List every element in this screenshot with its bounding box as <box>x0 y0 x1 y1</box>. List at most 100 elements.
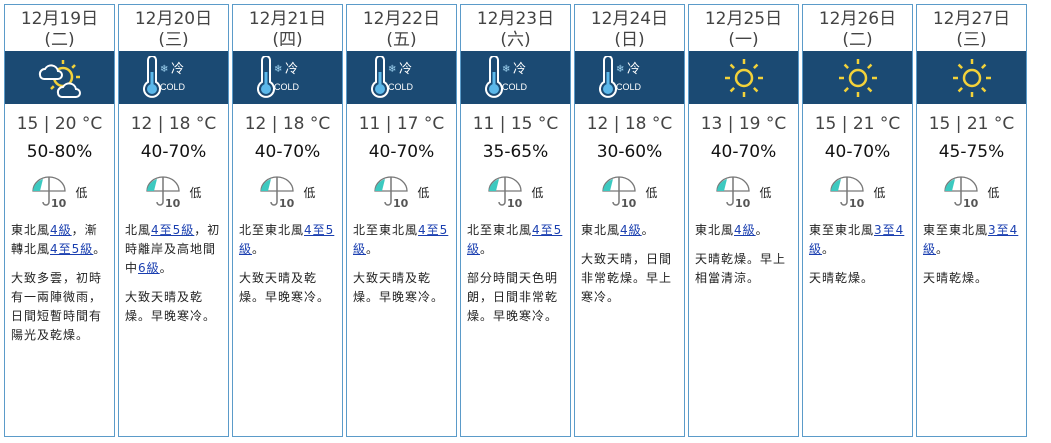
rain-probability: 10 低 <box>119 174 228 211</box>
umbrella-icon: 10 <box>487 174 527 211</box>
weekday-label: (六) <box>500 30 531 50</box>
wind-force-link[interactable]: 3至4級 <box>923 223 1019 256</box>
wind-force-link[interactable]: 4級 <box>734 223 756 237</box>
wind-force-link[interactable]: 4至5級 <box>151 223 195 237</box>
temperature-range: 15 | 21 °C <box>928 114 1015 134</box>
svg-text:10: 10 <box>165 197 181 208</box>
svg-text:10: 10 <box>393 197 409 208</box>
wind-forecast: 東北風4級。 <box>689 221 798 240</box>
temperature-range: 15 | 20 °C <box>16 114 103 134</box>
rain-probability: 10 低 <box>917 174 1026 211</box>
svg-text:10: 10 <box>735 197 751 208</box>
svg-text:❄: ❄ <box>388 64 396 75</box>
weekday-label: (二) <box>44 30 75 50</box>
date-label: 12月24日 <box>590 9 669 29</box>
date-label: 12月21日 <box>248 9 327 29</box>
humidity-range: 35-65% <box>482 142 549 162</box>
weather-description: 大致天晴及乾燥。早晚寒冷。 <box>239 271 331 304</box>
wind-text: 。 <box>159 261 173 275</box>
weather-description: 大致天晴及乾燥。早晚寒冷。 <box>125 290 217 323</box>
wind-text: 。 <box>252 242 266 256</box>
cold-icon: ❄ 冷 COLD <box>461 51 570 104</box>
psr-level: 低 <box>417 186 430 200</box>
humidity-range: 45-75% <box>938 142 1005 162</box>
weather-description: 大致天晴，日間非常乾燥。早上寒冷。 <box>581 252 673 304</box>
wind-text: 東至東北風 <box>923 223 989 237</box>
wind-force-link[interactable]: 6級 <box>138 261 160 275</box>
wind-forecast: 北至東北風4至5級。 <box>233 221 342 259</box>
svg-text:10: 10 <box>621 197 637 208</box>
forecast-date: 12月21日 (四) <box>233 5 342 51</box>
cold-icon: ❄ 冷 COLD <box>347 51 456 104</box>
day-forecast: 12月21日 (四) ❄ 冷 COLD 12 | 18 °C 40-70% 10 低 北… <box>232 4 343 437</box>
humidity-range: 40-70% <box>254 142 321 162</box>
wind-text: 。 <box>822 242 836 256</box>
day-forecast: 12月22日 (五) ❄ 冷 COLD 11 | 17 °C 40-70% 10 低 北… <box>346 4 457 437</box>
wind-text: 。 <box>93 242 107 256</box>
humidity-range: 50-80% <box>26 142 93 162</box>
temperature-range: 15 | 21 °C <box>814 114 901 134</box>
forecast-strip: 12月19日 (二) 15 | 20 °C 50-80% 10 低 東北風4級，漸轉… <box>4 4 1027 437</box>
umbrella-icon: 10 <box>943 174 983 211</box>
weather-description: 天晴乾燥。 <box>923 271 989 285</box>
temperature-range: 12 | 18 °C <box>586 114 673 134</box>
cold-icon: ❄ 冷 COLD <box>575 51 684 104</box>
rain-probability: 10 低 <box>347 174 456 211</box>
wind-force-link[interactable]: 4至5級 <box>239 223 335 256</box>
cold-icon: ❄ 冷 COLD <box>119 51 228 104</box>
psr-level: 低 <box>303 186 316 200</box>
wind-text: 。 <box>641 223 655 237</box>
day-forecast: 12月20日 (三) ❄ 冷 COLD 12 | 18 °C 40-70% 10 低 北… <box>118 4 229 437</box>
wind-forecast: 北風4至5級，初時離岸及高地間中6級。 <box>119 221 228 278</box>
wind-force-link[interactable]: 4級 <box>620 223 642 237</box>
wind-forecast: 東至東北風3至4級。 <box>803 221 912 259</box>
day-forecast: 12月25日 (一) 13 | 19 °C 40-70% 10 低 東北風4級。 天… <box>688 4 799 437</box>
forecast-date: 12月26日 (二) <box>803 5 912 51</box>
wind-forecast: 東至東北風3至4級。 <box>917 221 1026 259</box>
svg-text:COLD: COLD <box>502 82 528 92</box>
date-label: 12月19日 <box>20 9 99 29</box>
date-label: 12月26日 <box>818 9 897 29</box>
weekday-label: (二) <box>842 30 873 50</box>
umbrella-icon: 10 <box>31 174 71 211</box>
wind-force-link[interactable]: 4至5級 <box>353 223 449 256</box>
umbrella-icon: 10 <box>715 174 755 211</box>
svg-text:10: 10 <box>963 197 979 208</box>
wind-force-link[interactable]: 3至4級 <box>809 223 905 256</box>
psr-level: 低 <box>75 186 88 200</box>
wind-text: 北至東北風 <box>353 223 419 237</box>
wind-text: 。 <box>480 242 494 256</box>
svg-text:COLD: COLD <box>274 82 300 92</box>
wind-text: 。 <box>755 223 769 237</box>
wind-text: 北至東北風 <box>467 223 533 237</box>
wind-force-link[interactable]: 4至5級 <box>50 242 94 256</box>
day-forecast: 12月19日 (二) 15 | 20 °C 50-80% 10 低 東北風4級，漸轉… <box>4 4 115 437</box>
weekday-label: (五) <box>386 30 417 50</box>
svg-text:冷: 冷 <box>171 62 184 77</box>
sunny-periods-cloudy-icon <box>5 51 114 104</box>
weather-description: 大致天晴及乾燥。早晚寒冷。 <box>353 271 445 304</box>
date-label: 12月20日 <box>134 9 213 29</box>
svg-text:10: 10 <box>507 197 523 208</box>
weekday-label: (三) <box>956 30 987 50</box>
wind-text: 東北風 <box>11 223 51 237</box>
wind-force-link[interactable]: 4級 <box>50 223 72 237</box>
psr-level: 低 <box>189 186 202 200</box>
weekday-label: (一) <box>728 30 759 50</box>
wind-text: 。 <box>366 242 380 256</box>
wind-force-link[interactable]: 4至5級 <box>467 223 563 256</box>
weather-description: 天晴乾燥。早上相當清涼。 <box>695 252 787 285</box>
date-label: 12月27日 <box>932 9 1011 29</box>
cold-icon: ❄ 冷 COLD <box>233 51 342 104</box>
umbrella-icon: 10 <box>259 174 299 211</box>
wind-forecast: 東北風4級，漸轉北風4至5級。 <box>5 221 114 259</box>
forecast-date: 12月27日 (三) <box>917 5 1026 51</box>
svg-text:COLD: COLD <box>616 82 642 92</box>
humidity-range: 40-70% <box>368 142 435 162</box>
svg-text:冷: 冷 <box>399 62 412 77</box>
svg-text:冷: 冷 <box>285 62 298 77</box>
forecast-date: 12月22日 (五) <box>347 5 456 51</box>
psr-level: 低 <box>873 186 886 200</box>
forecast-date: 12月19日 (二) <box>5 5 114 51</box>
temperature-range: 12 | 18 °C <box>130 114 217 134</box>
